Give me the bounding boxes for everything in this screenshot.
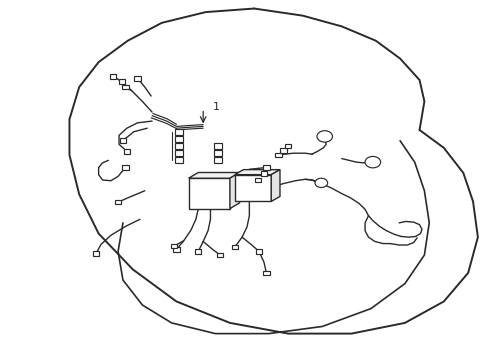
Bar — [175, 129, 183, 135]
Bar — [234, 175, 271, 202]
Bar — [254, 178, 261, 182]
Bar — [175, 157, 183, 163]
Bar — [255, 249, 262, 254]
Circle shape — [365, 157, 380, 168]
Bar — [260, 171, 266, 176]
Bar — [195, 249, 201, 254]
Polygon shape — [271, 170, 280, 202]
Polygon shape — [234, 170, 280, 175]
Bar — [175, 150, 183, 156]
Bar — [217, 253, 223, 257]
Bar — [110, 74, 116, 79]
Text: 1: 1 — [212, 102, 220, 112]
Bar — [275, 153, 281, 157]
Bar — [285, 144, 291, 148]
Bar — [175, 143, 183, 149]
Bar — [119, 80, 125, 84]
Bar — [123, 149, 130, 154]
Bar — [213, 143, 221, 149]
Bar — [213, 157, 221, 163]
Bar — [170, 244, 177, 248]
Bar — [120, 138, 126, 143]
Circle shape — [316, 131, 332, 142]
Bar — [175, 136, 183, 142]
Circle shape — [314, 178, 327, 188]
Bar — [173, 247, 179, 252]
Bar — [263, 165, 269, 170]
Bar — [280, 148, 286, 153]
Bar — [231, 245, 238, 249]
Bar — [115, 200, 121, 204]
Polygon shape — [229, 172, 239, 208]
Bar — [188, 178, 229, 208]
Bar — [263, 271, 269, 275]
Polygon shape — [188, 172, 239, 178]
Bar — [134, 76, 141, 81]
Bar — [122, 165, 128, 170]
Bar — [93, 251, 99, 256]
Bar — [213, 150, 221, 156]
Bar — [122, 85, 128, 89]
